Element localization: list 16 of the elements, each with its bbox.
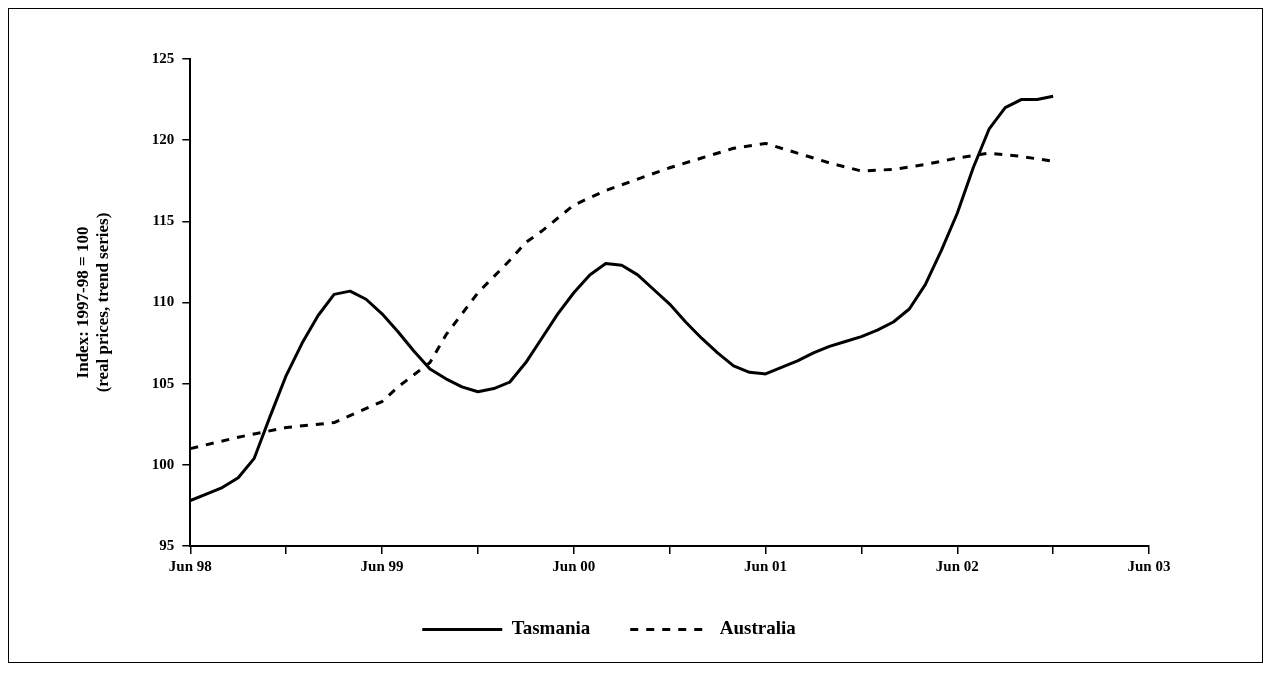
- legend-label: Australia: [719, 617, 797, 639]
- y-tick-label: 100: [151, 455, 175, 472]
- y-tick-label: 120: [151, 131, 175, 148]
- y-tick-label: 95: [159, 536, 175, 553]
- legend-label: Tasmania: [511, 617, 591, 639]
- x-tick-label: Jun 98: [168, 557, 212, 574]
- y-tick-label: 115: [152, 212, 175, 229]
- x-tick-label: Jun 03: [1127, 557, 1171, 574]
- x-tick-label: Jun 01: [744, 557, 787, 574]
- y-tick-label: 125: [151, 49, 175, 66]
- x-tick-label: Jun 99: [360, 557, 404, 574]
- y-tick-label: 105: [151, 374, 175, 391]
- y-tick-label: 110: [152, 293, 175, 310]
- y-axis-title: Index: 1997-98 = 100 (real prices, trend series): [72, 212, 112, 393]
- x-tick-label: Jun 00: [552, 557, 596, 574]
- x-tick-label: Jun 02: [935, 557, 979, 574]
